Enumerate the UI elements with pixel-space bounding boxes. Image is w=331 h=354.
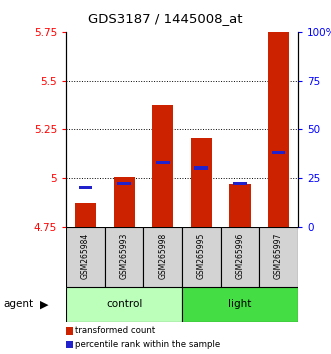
Bar [156, 161, 170, 164]
Text: GSM265993: GSM265993 [119, 232, 129, 279]
Bar [66, 287, 182, 322]
Bar [191, 138, 212, 227]
Bar [75, 202, 96, 227]
Bar [272, 151, 286, 154]
Bar [117, 182, 131, 185]
Text: percentile rank within the sample: percentile rank within the sample [75, 340, 220, 349]
Text: transformed count: transformed count [75, 326, 155, 336]
Bar [268, 26, 289, 227]
Bar [182, 287, 298, 322]
Bar [152, 105, 173, 227]
Text: GSM265984: GSM265984 [81, 232, 90, 279]
Text: ▶: ▶ [40, 299, 49, 309]
Bar [221, 227, 259, 287]
Bar [66, 227, 105, 287]
Bar [182, 227, 221, 287]
Text: GDS3187 / 1445008_at: GDS3187 / 1445008_at [88, 12, 243, 25]
Text: light: light [228, 299, 252, 309]
Bar [259, 227, 298, 287]
Bar [105, 227, 143, 287]
Bar [229, 184, 251, 227]
Text: GSM265996: GSM265996 [235, 232, 245, 279]
Text: agent: agent [3, 299, 33, 309]
Bar [194, 166, 208, 170]
Text: GSM265998: GSM265998 [158, 232, 167, 279]
Bar [143, 227, 182, 287]
Text: GSM265995: GSM265995 [197, 232, 206, 279]
Text: GSM265997: GSM265997 [274, 232, 283, 279]
Bar [114, 177, 135, 227]
Bar [78, 186, 92, 189]
Text: control: control [106, 299, 142, 309]
Bar [233, 182, 247, 185]
